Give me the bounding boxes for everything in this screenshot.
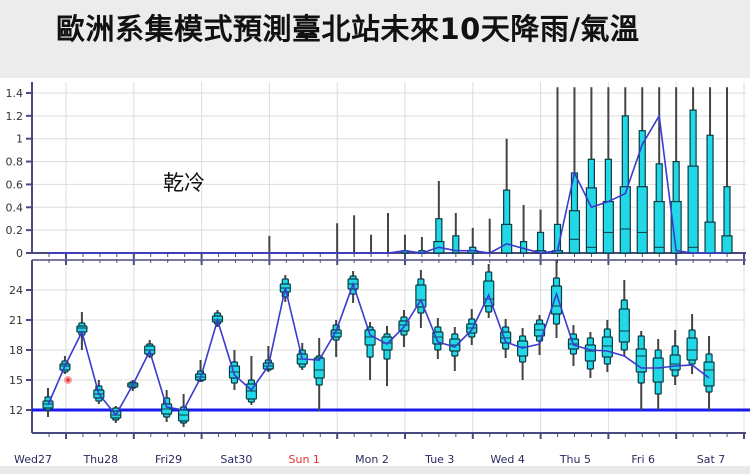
rain-ytick-label: 1.2 [6,110,24,123]
rain-iqr-box [687,165,699,254]
rain-iqr-box [501,223,513,254]
day-label: Wed 4 [490,453,524,466]
day-label: Thu28 [82,453,118,466]
rain-ytick-label: 0.4 [6,201,24,214]
temp-iqr-box [601,336,613,358]
temp-ytick-label: 18 [9,344,23,357]
day-label: Thu 5 [559,453,591,466]
day-label: Mon 2 [355,453,389,466]
day-label: Fri 6 [631,453,655,466]
temp-ytick-label: 24 [9,284,23,297]
rain-iqr-box [568,210,581,254]
rain-iqr-box [653,200,665,254]
rain-iqr-box [602,200,614,254]
dry-cold-annotation: 乾冷 [163,171,205,195]
temp-iqr-box [703,361,715,387]
rain-iqr-box [585,187,598,254]
temp-iqr-box [652,357,664,383]
temp-ytick-label: 12 [9,404,23,417]
cursor-dot-center [66,378,70,382]
rain-p90-box [536,231,545,254]
page-title: 歐洲系集模式預測臺北站未來10天降雨/氣溫 [56,12,640,46]
rain-mean-line [49,113,727,254]
day-label: Sun 1 [288,453,319,466]
chart-area: 0 0.2 0.4 0.6 0.8 1 1.2 1.4 乾冷 12 15 18 21 24 Wed27 Thu… [0,78,750,474]
rain-iqr-box [670,200,682,254]
day-label: Tue 3 [424,453,454,466]
rain-ytick-label: 0.2 [6,224,24,237]
temp-iqr-box [669,354,681,371]
temp-ytick-label: 15 [9,374,23,387]
temp-ytick-label: 21 [9,314,23,327]
temp-iqr-box [313,357,325,379]
rain-iqr-box [704,221,716,254]
rain-ytick-label: 0 [16,247,23,260]
temp-iqr-box [550,285,563,315]
bottom-strip [0,466,750,474]
day-label: Sat 7 [697,453,726,466]
temp-iqr-box [686,337,698,361]
day-label: Fri29 [155,453,182,466]
rain-ytick-label: 1.4 [6,87,24,100]
temp-iqr-box [415,284,427,308]
rain-p90-box [452,235,460,254]
day-label: Sat30 [220,453,252,466]
forecast-chart: 0 0.2 0.4 0.6 0.8 1 1.2 1.4 乾冷 12 15 18 21 24 Wed27 Thu… [6,82,750,466]
rain-iqr-box [636,186,648,254]
day-label: Wed27 [14,453,52,466]
rain-iqr-box [721,235,733,254]
temp-mean-line [47,281,710,417]
temp-iqr-box [618,308,630,343]
rain-iqr-box [619,186,631,254]
rain-ytick-label: 0.8 [6,156,24,169]
rain-ytick-label: 0.6 [6,178,24,191]
temp-iqr-box [584,344,597,362]
rain-ytick-label: 1 [16,133,23,146]
